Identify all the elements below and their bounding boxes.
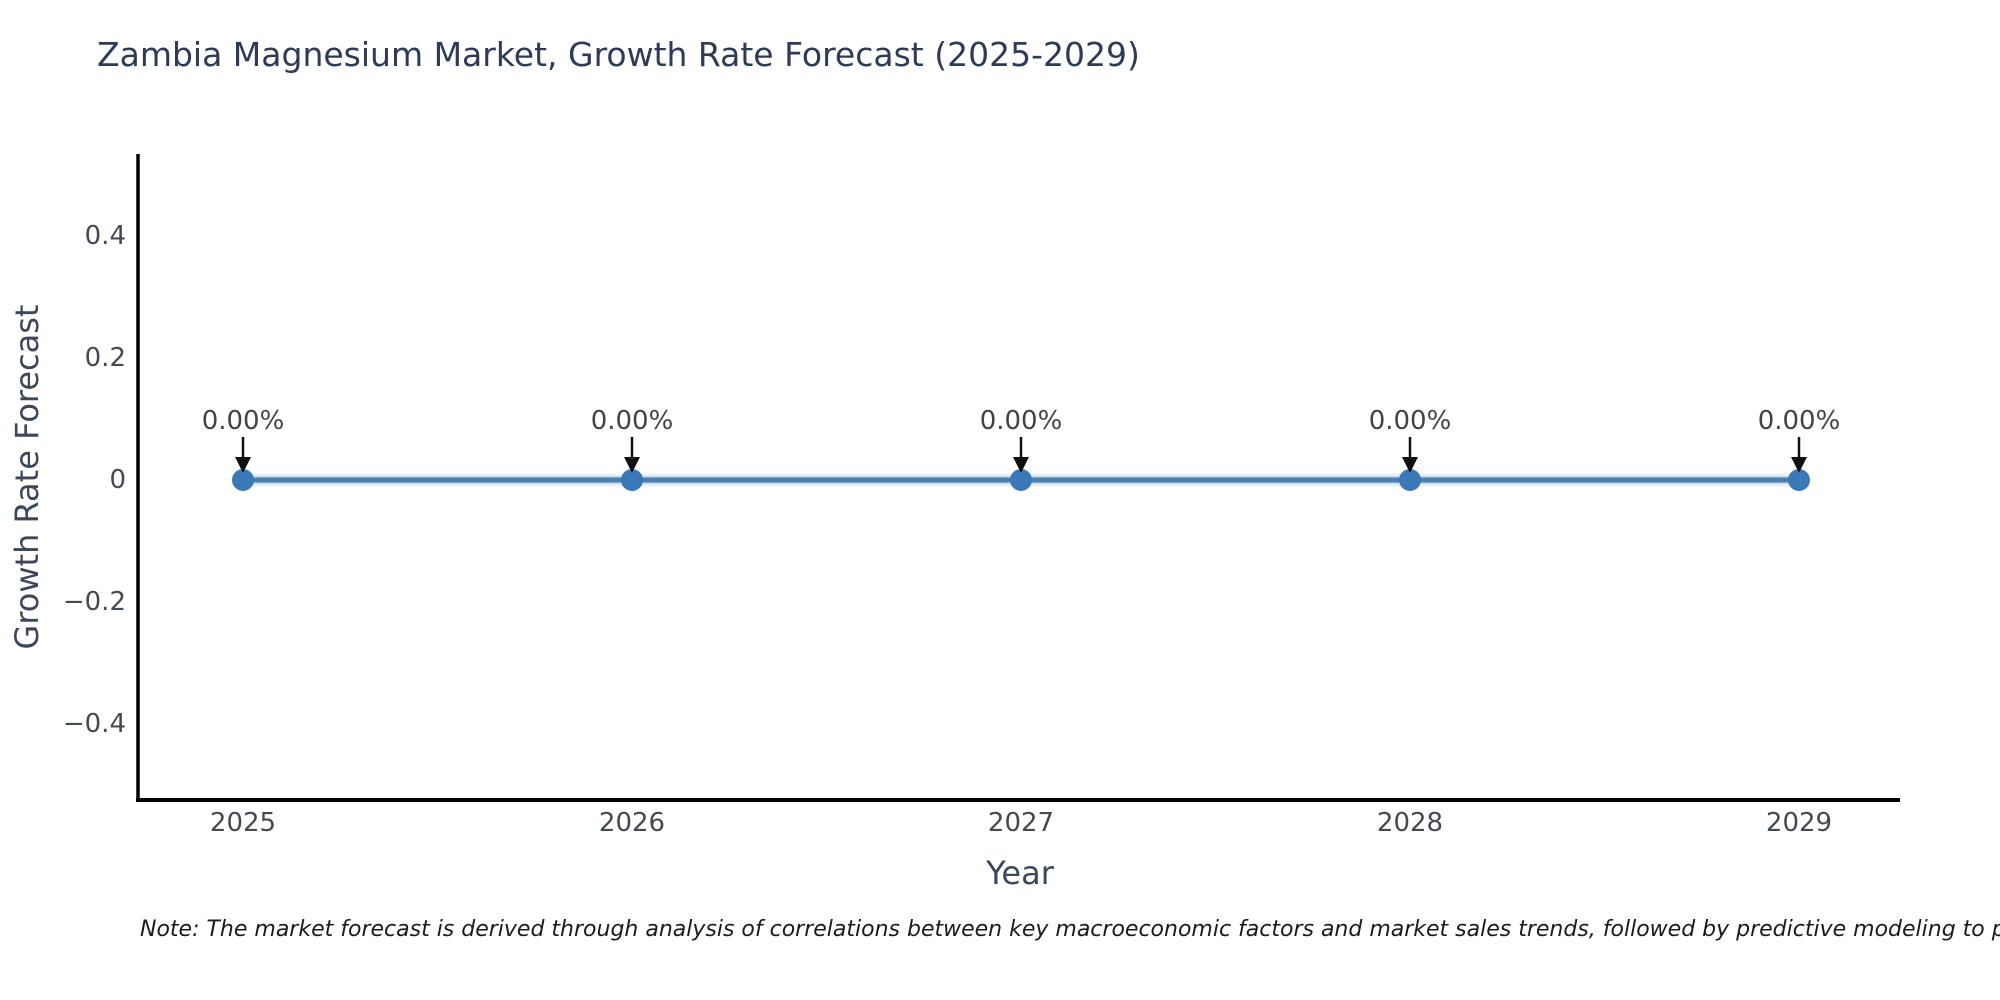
- y-tick-label: −0.4: [63, 709, 126, 739]
- annotation-label: 0.00%: [1369, 406, 1452, 436]
- annotation-label: 0.00%: [1758, 406, 1841, 436]
- x-tick-label: 2029: [1766, 808, 1832, 838]
- annotation-arrowhead-icon: [235, 457, 251, 473]
- data-point-marker: [1010, 469, 1032, 491]
- x-axis-title: Year: [986, 854, 1054, 892]
- x-tick-label: 2028: [1377, 808, 1443, 838]
- y-tick-label: 0.2: [85, 343, 126, 373]
- y-tick-label: −0.2: [63, 587, 126, 617]
- x-tick-label: 2027: [988, 808, 1054, 838]
- data-point-marker: [1399, 469, 1421, 491]
- x-tick-label: 2026: [599, 808, 665, 838]
- annotation-arrowhead-icon: [1791, 457, 1807, 473]
- chart-title: Zambia Magnesium Market, Growth Rate For…: [97, 35, 1140, 74]
- y-tick-label: 0: [109, 465, 126, 495]
- annotation-label: 0.00%: [980, 406, 1063, 436]
- annotation-label: 0.00%: [591, 406, 674, 436]
- data-point-marker: [1788, 469, 1810, 491]
- footnote-text: Note: The market forecast is derived thr…: [140, 917, 2000, 942]
- x-tick-label: 2025: [210, 808, 276, 838]
- annotation-arrowhead-icon: [1013, 457, 1029, 473]
- annotation-label: 0.00%: [202, 406, 285, 436]
- data-point-marker: [232, 469, 254, 491]
- y-tick-label: 0.4: [85, 221, 126, 251]
- data-point-marker: [621, 469, 643, 491]
- annotation-arrowhead-icon: [624, 457, 640, 473]
- annotation-arrowhead-icon: [1402, 457, 1418, 473]
